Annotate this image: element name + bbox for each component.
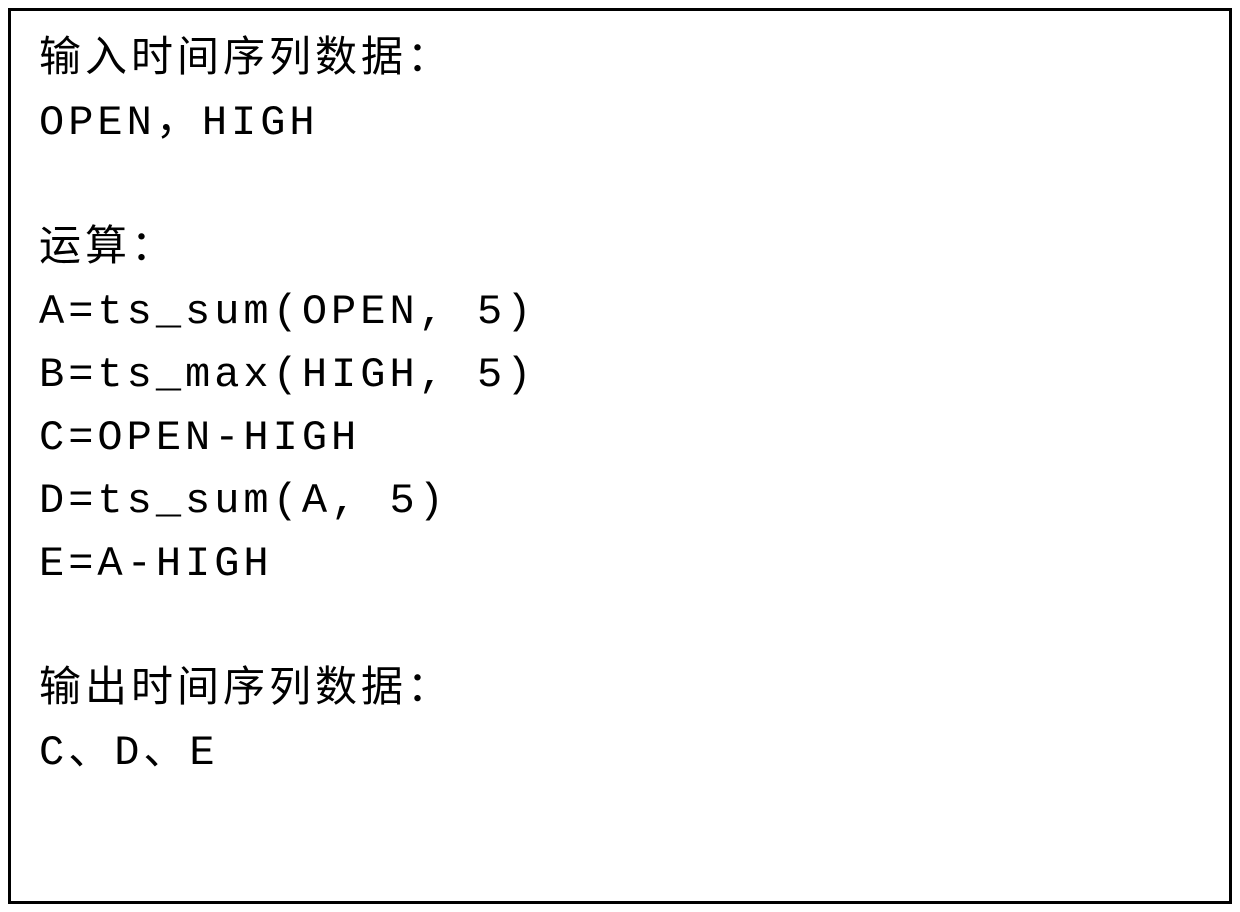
operation-line: B=ts_max(HIGH, 5) <box>39 344 1201 407</box>
blank-line <box>39 155 1201 218</box>
input-data: OPEN，HIGH <box>39 92 1201 155</box>
input-label: 输入时间序列数据： <box>39 29 1201 92</box>
operation-line: D=ts_sum(A, 5) <box>39 470 1201 533</box>
operations-label: 运算： <box>39 218 1201 281</box>
operation-line: A=ts_sum(OPEN, 5) <box>39 281 1201 344</box>
operation-line: C=OPEN-HIGH <box>39 407 1201 470</box>
operation-line: E=A-HIGH <box>39 533 1201 596</box>
code-container: 输入时间序列数据： OPEN，HIGH 运算： A=ts_sum(OPEN, 5… <box>8 8 1232 904</box>
output-data: C、D、E <box>39 722 1201 785</box>
output-label: 输出时间序列数据： <box>39 659 1201 722</box>
blank-line <box>39 596 1201 659</box>
